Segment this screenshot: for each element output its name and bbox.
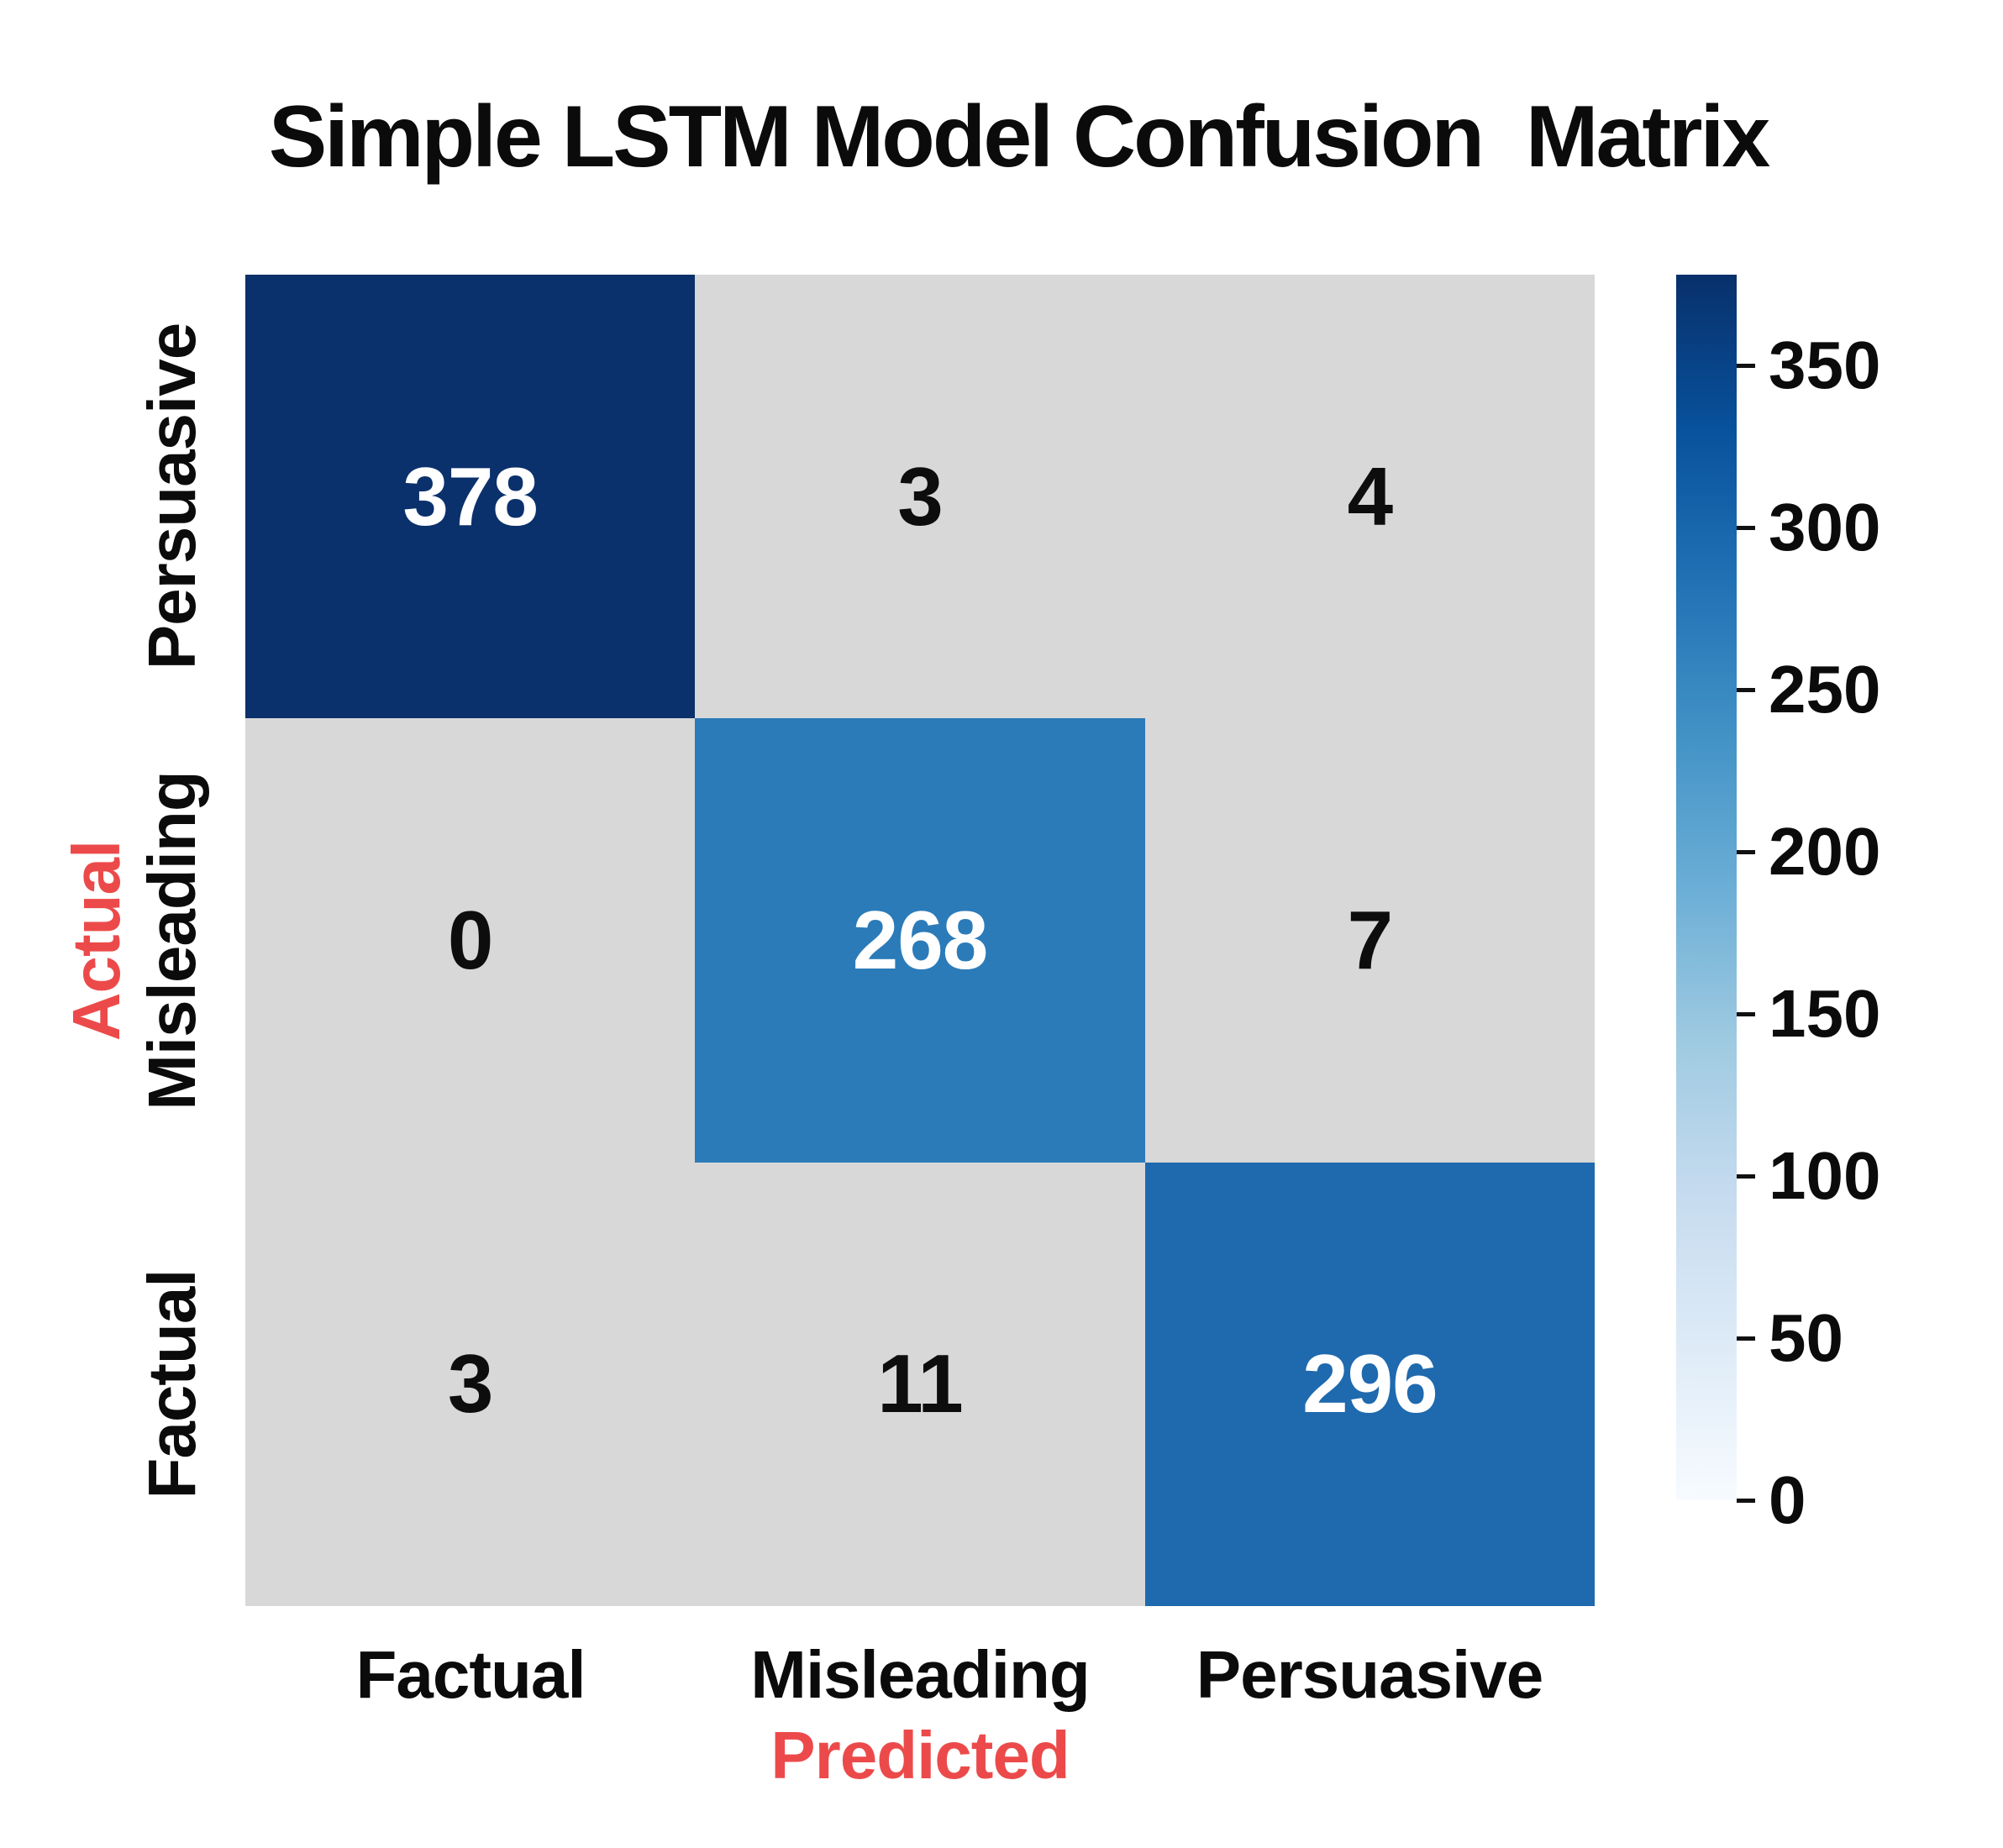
matrix-cell: 378 xyxy=(245,275,696,719)
colorbar-tick xyxy=(1737,526,1755,530)
colorbar-tick-label: 200 xyxy=(1769,814,1881,889)
colorbar-tick xyxy=(1737,1012,1755,1016)
x-axis-title: Predicted xyxy=(770,1718,1070,1793)
colorbar-tick-label: 250 xyxy=(1769,652,1881,727)
colorbar-tick-label: 300 xyxy=(1769,490,1881,564)
y-axis-title: Actual xyxy=(59,840,134,1042)
matrix-cell: 4 xyxy=(1144,275,1595,719)
colorbar-tick-label: 50 xyxy=(1769,1300,1843,1375)
x-tick-label-persuasive: Persuasive xyxy=(1196,1637,1544,1712)
y-tick-label-misleading: Misleading xyxy=(134,771,209,1110)
x-tick-label-misleading: Misleading xyxy=(750,1637,1090,1712)
colorbar-tick xyxy=(1737,1174,1755,1179)
matrix-cell: 11 xyxy=(695,1162,1145,1606)
matrix-cell: 268 xyxy=(695,718,1145,1163)
colorbar-tick xyxy=(1737,688,1755,692)
colorbar-tick-label: 100 xyxy=(1769,1138,1881,1213)
colorbar xyxy=(1676,275,1737,1500)
x-tick-label-factual: Factual xyxy=(355,1637,586,1712)
colorbar-tick xyxy=(1737,364,1755,368)
colorbar-tick-label: 0 xyxy=(1769,1462,1806,1537)
matrix-cell: 3 xyxy=(695,275,1145,719)
y-tick-label-persuasive: Persuasive xyxy=(134,323,209,670)
colorbar-tick xyxy=(1737,850,1755,854)
matrix-cell: 3 xyxy=(245,1162,696,1606)
matrix-cell: 296 xyxy=(1144,1162,1595,1606)
colorbar-tick xyxy=(1737,1499,1755,1503)
colorbar-tick-label: 350 xyxy=(1769,328,1881,402)
y-tick-label-factual: Factual xyxy=(134,1269,209,1499)
matrix-cell: 0 xyxy=(245,718,696,1163)
matrix-cell: 7 xyxy=(1144,718,1595,1163)
colorbar-tick-label: 150 xyxy=(1769,976,1881,1051)
heatmap-grid: 378 3 4 0 268 7 3 11 296 xyxy=(245,275,1595,1606)
colorbar-tick xyxy=(1737,1336,1755,1341)
chart-title: Simple LSTM Model Confusion Matrix xyxy=(268,88,1770,186)
